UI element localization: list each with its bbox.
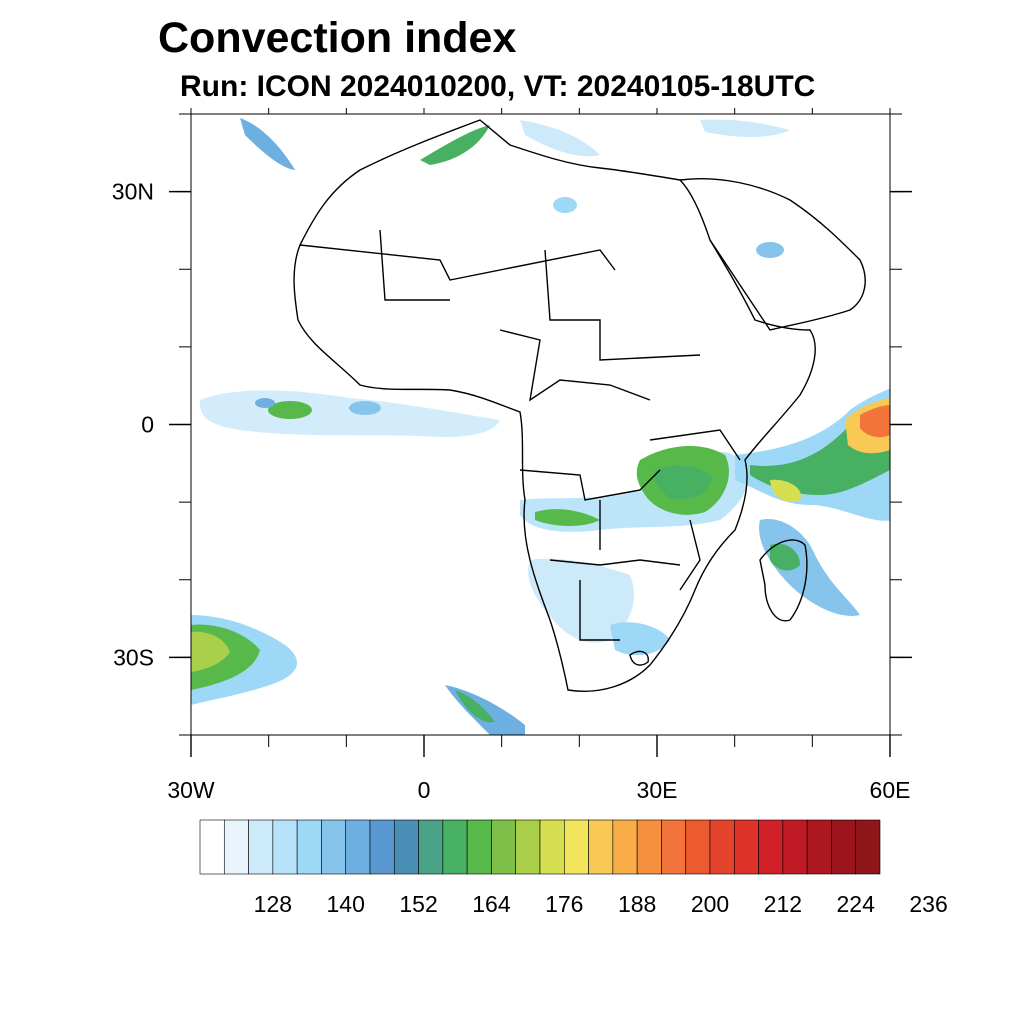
lat-tick-label: 30S: [113, 644, 154, 670]
colorbar-swatch: [248, 819, 274, 875]
colorbar-label: 200: [691, 891, 729, 917]
colorbar-swatch: [758, 819, 784, 875]
colorbar-swatch: [709, 819, 735, 875]
colorbar-swatch: [296, 819, 322, 875]
colorbar-swatch: [661, 819, 687, 875]
colorbar-label: 164: [472, 891, 511, 917]
colorbar-swatch: [588, 819, 614, 875]
colorbar-label: 140: [327, 891, 365, 917]
colorbar-label: 236: [909, 891, 947, 917]
colorbar-swatch: [685, 819, 711, 875]
colorbar-swatch: [539, 819, 565, 875]
map-axes: 30W 0 30E 60E 30N 0 30S: [112, 108, 912, 803]
colorbar-label: 152: [399, 891, 437, 917]
colorbar-swatch: [272, 819, 298, 875]
convection-fields: [191, 118, 890, 735]
colorbar-label: 212: [764, 891, 802, 917]
colorbar-swatch: [831, 819, 857, 875]
colorbar-swatch: [491, 819, 517, 875]
lon-tick-label: 0: [418, 777, 431, 803]
colorbar-swatch: [442, 819, 468, 875]
colorbar-swatch: [369, 819, 395, 875]
colorbar-swatch: [345, 819, 371, 875]
colorbar-swatch: [782, 819, 808, 875]
colorbar-label: 188: [618, 891, 656, 917]
colorbar: 128 140 152 164 176 188 200 212 224 236: [199, 819, 948, 917]
colorbar-swatch: [466, 819, 492, 875]
plot-title: Convection index: [158, 14, 517, 62]
colorbar-swatch: [563, 819, 589, 875]
colorbar-swatch: [636, 819, 662, 875]
country-borders: [293, 119, 866, 692]
lat-tick-label: 0: [141, 412, 154, 438]
colorbar-swatch: [515, 819, 541, 875]
lon-tick-label: 30W: [167, 777, 215, 803]
lon-tick-label: 30E: [637, 777, 678, 803]
colorbar-swatch: [733, 819, 759, 875]
colorbar-swatch: [806, 819, 832, 875]
colorbar-swatch: [855, 819, 881, 875]
colorbar-swatch: [418, 819, 444, 875]
colorbar-label: 224: [837, 891, 876, 917]
lat-tick-label: 30N: [112, 179, 154, 205]
colorbar-label: 176: [545, 891, 583, 917]
colorbar-swatch: [199, 819, 225, 875]
plot-subtitle: Run: ICON 2024010200, VT: 20240105-18UTC: [180, 70, 816, 103]
colorbar-swatch: [393, 819, 419, 875]
colorbar-label: 128: [254, 891, 292, 917]
lon-tick-label: 60E: [870, 777, 911, 803]
colorbar-swatch: [223, 819, 249, 875]
colorbar-swatch: [321, 819, 347, 875]
colorbar-swatch: [612, 819, 638, 875]
